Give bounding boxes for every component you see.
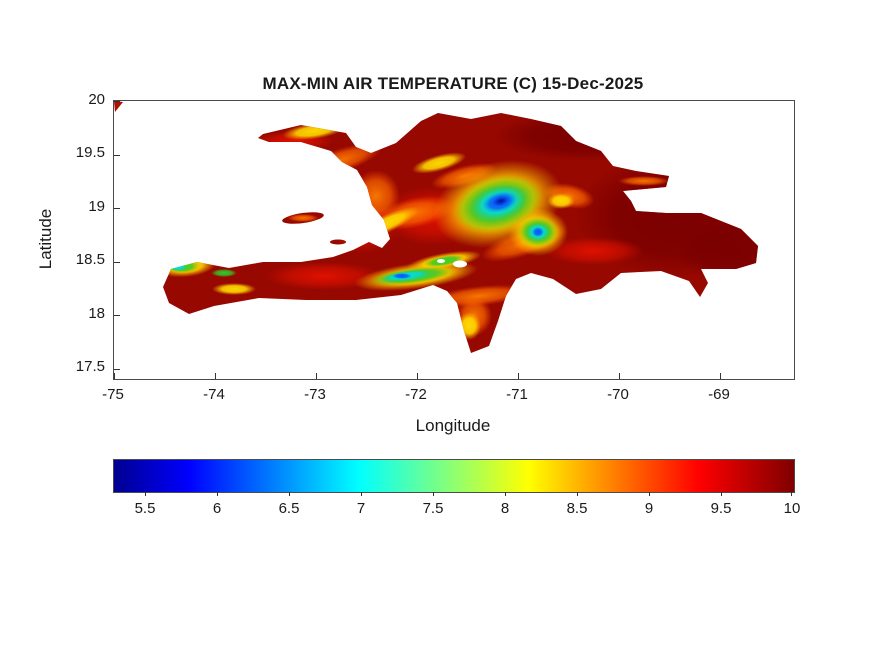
colorbar-tick-label: 9.5 (710, 500, 732, 517)
colorbar-tick-label: 10 (783, 500, 801, 517)
chart-title: MAX-MIN AIR TEMPERATURE (C) 15-Dec-2025 (262, 74, 644, 93)
corner-land-speck (114, 101, 123, 112)
y-tick-label: 18.5 (75, 251, 105, 268)
colorbar-tick-label: 5.5 (134, 500, 156, 517)
colorbar-tick-label: 7.5 (422, 500, 444, 517)
x-tick-label: -72 (405, 386, 427, 403)
lake-enriquillo (437, 259, 467, 268)
x-tick-label: -73 (304, 386, 326, 403)
colorbar-gradient (113, 459, 795, 493)
x-tick-label: -71 (506, 386, 528, 403)
y-tick-label: 19.5 (75, 144, 105, 161)
x-tick-label: -70 (607, 386, 629, 403)
plot-area (113, 100, 795, 380)
x-axis-label: Longitude (415, 416, 491, 435)
y-tick-label: 17.5 (75, 358, 105, 375)
y-tick-label: 20 (88, 91, 105, 108)
hispaniola-heatmap (114, 101, 758, 353)
y-axis-label: Latitude (36, 208, 55, 270)
colorbar-tick-label: 9 (644, 500, 654, 517)
x-tick-label: -74 (203, 386, 225, 403)
y-tick-label: 19 (88, 198, 105, 215)
y-tick-label: 18 (88, 305, 105, 322)
colorbar-tick-label: 6 (212, 500, 222, 517)
colorbar-tick-label: 8 (500, 500, 510, 517)
x-tick-label: -75 (102, 386, 124, 403)
colorbar-tick-label: 8.5 (566, 500, 588, 517)
colorbar-tick-label: 6.5 (278, 500, 300, 517)
colorbar-tick-label: 7 (356, 500, 366, 517)
x-tick-label: -69 (708, 386, 730, 403)
island-fill (163, 113, 758, 353)
